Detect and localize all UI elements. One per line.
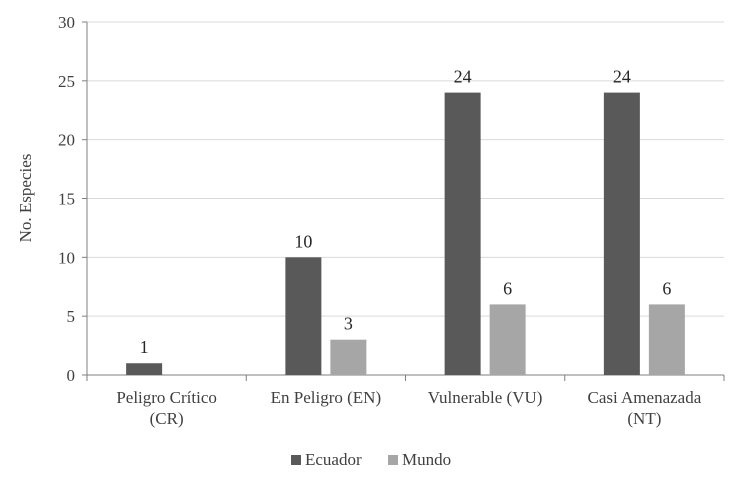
x-tick-label: (CR): [150, 409, 184, 428]
bars: [126, 92, 685, 375]
data-label: 6: [503, 278, 512, 298]
y-tick-label: 15: [58, 190, 75, 209]
y-tick-label: 10: [58, 248, 75, 267]
data-label: 1: [140, 337, 149, 357]
bar-ecuador-2: [444, 92, 481, 375]
y-tick-label: 20: [58, 131, 75, 150]
legend-swatch-mundo: [388, 455, 398, 465]
data-label: 10: [294, 231, 312, 251]
data-label: 6: [662, 278, 671, 298]
data-label: 24: [454, 67, 472, 87]
bar-ecuador-0: [126, 363, 163, 375]
tick-labels: 0 5 10 15 20 25 30 Peligro Crítico (CR) En Peligr…: [58, 13, 702, 428]
legend: Ecuador Mundo: [291, 450, 451, 469]
data-labels: 1 10 3 24 6 24 6: [140, 67, 672, 358]
x-tick-label: Peligro Crítico: [116, 388, 217, 407]
y-tick-label: 0: [67, 366, 76, 385]
data-label: 24: [613, 67, 631, 87]
bar-mundo-2: [489, 304, 526, 375]
legend-label-ecuador: Ecuador: [305, 450, 362, 469]
y-axis-title: No. Especies: [16, 154, 35, 243]
x-tick-label: Casi Amenazada: [587, 388, 701, 407]
y-tick-label: 5: [67, 307, 76, 326]
y-tick-label: 25: [58, 72, 75, 91]
x-tick-label: (NT): [627, 409, 661, 428]
data-label: 3: [344, 314, 353, 334]
x-tick-label: En Peligro (EN): [271, 388, 381, 407]
y-tick-label: 30: [58, 13, 75, 32]
x-tick-label: Vulnerable (VU): [428, 388, 543, 407]
bar-mundo-1: [330, 339, 367, 375]
bar-ecuador-3: [603, 92, 640, 375]
legend-swatch-ecuador: [291, 455, 301, 465]
bar-ecuador-1: [285, 257, 322, 375]
legend-label-mundo: Mundo: [402, 450, 451, 469]
bar-mundo-3: [648, 304, 685, 375]
